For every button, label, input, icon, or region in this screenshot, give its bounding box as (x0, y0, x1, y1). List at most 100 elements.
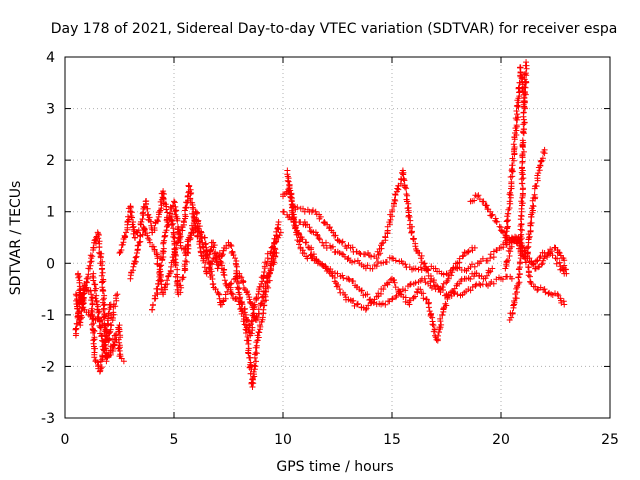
data-point (474, 193, 481, 200)
y-tick-label: 3 (46, 102, 55, 118)
data-point (72, 332, 79, 339)
data-point (463, 249, 470, 256)
grid (65, 57, 610, 418)
data-point (524, 249, 531, 256)
data-point (179, 224, 186, 231)
series-track-l (467, 192, 570, 277)
data-point (88, 255, 95, 262)
data-point (120, 358, 127, 365)
series-trace (149, 216, 282, 323)
data-point (371, 296, 378, 303)
data-point (410, 265, 417, 272)
data-point (395, 182, 402, 189)
data-point (415, 249, 422, 256)
data-point (445, 275, 452, 282)
data-point (96, 368, 103, 375)
data-point (345, 255, 352, 262)
axis-ticks: -3 -2 -1 0 1 2 3 4 0 5 10 15 20 25 (41, 50, 619, 448)
data-point (301, 208, 308, 215)
data-point (518, 208, 525, 215)
data-point (192, 224, 199, 231)
data-point (155, 280, 162, 287)
series-trace (502, 64, 528, 244)
data-point (216, 249, 223, 256)
data-point (554, 291, 561, 298)
data-point (502, 265, 509, 272)
data-point (299, 249, 306, 256)
data-point (528, 213, 535, 220)
data-point (127, 275, 134, 282)
data-point (253, 342, 260, 349)
data-point (114, 291, 121, 298)
series-track-c (72, 280, 114, 375)
data-point (399, 260, 406, 267)
data-point (454, 260, 461, 267)
data-point (330, 229, 337, 236)
data-point (99, 265, 106, 272)
data-point (149, 306, 156, 313)
data-point (336, 286, 343, 293)
data-point (262, 280, 269, 287)
data-point (406, 301, 413, 308)
data-point (345, 275, 352, 282)
data-point (197, 244, 204, 251)
y-tick-label: -3 (41, 411, 55, 427)
data-point (269, 260, 276, 267)
data-point (528, 280, 535, 287)
series-track-p (523, 146, 548, 256)
data-point (389, 296, 395, 303)
data-point (116, 249, 123, 256)
data-point (275, 219, 282, 226)
data-point (153, 249, 160, 256)
data-point (399, 167, 406, 174)
data-point (508, 275, 515, 282)
chart-title: Day 178 of 2021, Sidereal Day-to-day VTE… (51, 21, 618, 37)
x-tick-label: 10 (274, 432, 292, 448)
y-tick-label: -1 (41, 308, 55, 324)
data-point (218, 301, 225, 308)
data-point (229, 291, 236, 298)
data-point (190, 213, 197, 220)
data-point (380, 286, 387, 293)
data-point (511, 301, 518, 308)
data-point (454, 280, 461, 287)
data-point (83, 275, 90, 282)
data-point (428, 275, 435, 282)
data-point (548, 291, 555, 298)
data-point (236, 270, 243, 277)
data-point (203, 270, 210, 277)
x-tick-label: 25 (601, 432, 619, 448)
data-point (160, 188, 167, 195)
series-track-k (290, 167, 478, 293)
data-point (338, 239, 345, 246)
data-point (347, 244, 354, 251)
data-point (465, 286, 472, 293)
data-point (90, 270, 97, 277)
data-point (138, 219, 145, 226)
data-point (480, 275, 487, 282)
data-point (236, 301, 243, 308)
data-point (280, 208, 286, 215)
series-track-g (149, 213, 282, 324)
data-point (312, 208, 319, 215)
y-axis-label: SDTVAR / TECUs (8, 181, 24, 296)
data-point (545, 249, 552, 256)
data-point (253, 317, 260, 324)
data-point (523, 59, 530, 66)
data-point (421, 275, 428, 282)
data-point (133, 249, 140, 256)
data-point (511, 146, 518, 153)
data-point (467, 198, 474, 205)
y-tick-label: 2 (46, 153, 55, 169)
data-point (430, 322, 437, 329)
data-point (559, 255, 566, 262)
data-point (404, 198, 411, 205)
y-tick-label: 4 (46, 50, 55, 66)
data-point (301, 219, 308, 226)
data-point (439, 311, 446, 318)
data-point (408, 229, 415, 236)
data-point (166, 270, 173, 277)
data-point (365, 249, 372, 256)
data-point (471, 244, 478, 251)
data-point (247, 332, 254, 339)
